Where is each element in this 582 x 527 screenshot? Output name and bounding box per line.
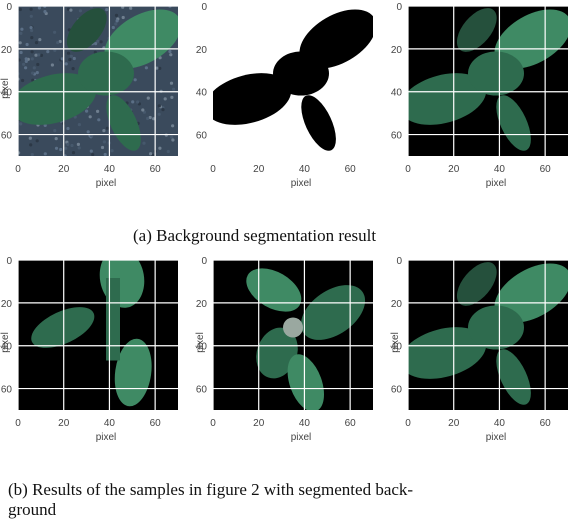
x-tick-label: 20	[58, 418, 70, 429]
plant-center	[78, 51, 134, 96]
leaf-upper-right	[299, 9, 373, 69]
x-tick-label: 20	[58, 164, 70, 175]
image-area	[408, 260, 568, 410]
x-tick-label: 60	[540, 418, 552, 429]
y-tick-label: 20	[1, 299, 13, 310]
x-tick-label: 60	[345, 418, 357, 429]
x-tick-label: 40	[494, 164, 506, 175]
leaf-left	[408, 327, 487, 379]
leaf-lower	[496, 95, 531, 151]
x-tick-label: 0	[405, 418, 411, 429]
caption-b-line1: (b) Results of the samples in figure 2 w…	[8, 480, 414, 499]
y-tick-label: 40	[391, 342, 403, 353]
y-tick-label: 0	[6, 2, 12, 13]
y-axis-label: pixel	[0, 78, 11, 99]
x-tick-label: 0	[405, 164, 411, 175]
y-tick-label: 0	[396, 256, 402, 267]
x-axis-label: pixel	[291, 432, 312, 443]
x-tick-label: 40	[299, 418, 311, 429]
image-area	[213, 260, 373, 410]
y-tick-label: 20	[196, 299, 208, 310]
x-axis-label: pixel	[96, 432, 117, 443]
y-tick-label: 0	[396, 2, 402, 13]
panel-b2: 0 0 20 20 40 40 60 60 pixel pixel	[195, 254, 379, 462]
x-tick-label: 40	[299, 164, 311, 175]
y-tick-label: 40	[1, 88, 13, 99]
x-tick-label: 0	[210, 164, 216, 175]
image-area	[18, 6, 178, 156]
y-tick-label: 40	[391, 88, 403, 99]
x-tick-label: 20	[253, 418, 265, 429]
x-tick-label: 40	[494, 418, 506, 429]
panel-a2: 0 0 20 20 40 40 60 60 pixel	[195, 0, 379, 208]
image-area	[408, 6, 568, 156]
x-tick-label: 0	[15, 418, 21, 429]
leaf-upper-right	[104, 9, 178, 69]
leaf-upper-right	[494, 263, 568, 323]
plant-center	[468, 51, 524, 96]
y-tick-label: 60	[196, 131, 208, 142]
caption-a: (a) Background segmentation result	[133, 226, 377, 245]
y-tick-label: 20	[391, 299, 403, 310]
y-tick-label: 20	[1, 45, 13, 56]
plant-center	[273, 51, 329, 96]
y-tick-label: 20	[391, 45, 403, 56]
y-tick-label: 60	[196, 385, 208, 396]
y-axis-label: pixel	[390, 332, 401, 353]
image-area	[18, 260, 178, 410]
y-tick-label: 40	[1, 342, 13, 353]
panel-b3: 0 0 20 20 40 40 60 60 pixel pixel	[390, 254, 574, 462]
y-tick-label: 60	[1, 385, 13, 396]
leaf-left	[213, 73, 292, 125]
x-tick-label: 20	[448, 418, 460, 429]
y-tick-label: 60	[391, 385, 403, 396]
plant-center	[468, 305, 524, 350]
leaf-upper-right	[494, 9, 568, 69]
leaf-left	[408, 73, 487, 125]
x-tick-label: 20	[253, 164, 265, 175]
x-axis-label: pixel	[291, 178, 312, 189]
panel-a1: 0 0 20 20 40 40 60 60 pixel pixel	[0, 0, 184, 208]
y-axis-label: pixel	[0, 332, 11, 353]
y-tick-label: 0	[6, 256, 12, 267]
y-tick-label: 40	[196, 88, 208, 99]
x-axis-label: pixel	[486, 178, 507, 189]
leaf-lower	[106, 95, 141, 151]
x-tick-label: 0	[210, 418, 216, 429]
x-tick-label: 40	[104, 164, 116, 175]
image-area	[213, 6, 373, 156]
x-tick-label: 60	[150, 164, 162, 175]
leaf-lower	[301, 95, 336, 151]
leaf-lower	[496, 349, 531, 405]
x-axis-label: pixel	[486, 432, 507, 443]
x-tick-label: 60	[345, 164, 357, 175]
panel-b1: 0 0 20 20 40 40 60 60 pixel pixel	[0, 254, 184, 462]
y-tick-label: 0	[201, 256, 207, 267]
caption-b-line2: ground	[8, 500, 57, 519]
x-tick-label: 60	[150, 418, 162, 429]
y-tick-label: 0	[201, 2, 207, 13]
y-axis-label: pixel	[195, 332, 206, 353]
y-tick-label: 60	[391, 131, 403, 142]
y-tick-label: 20	[196, 45, 208, 56]
x-axis-label: pixel	[96, 178, 117, 189]
x-tick-label: 20	[448, 164, 460, 175]
panel-a3: 0 0 20 20 40 40 60 60 pixel	[390, 0, 574, 208]
y-tick-label: 40	[196, 342, 208, 353]
x-tick-label: 0	[15, 164, 21, 175]
y-tick-label: 60	[1, 131, 13, 142]
leaf-left	[18, 73, 97, 125]
x-tick-label: 40	[104, 418, 116, 429]
x-tick-label: 60	[540, 164, 552, 175]
